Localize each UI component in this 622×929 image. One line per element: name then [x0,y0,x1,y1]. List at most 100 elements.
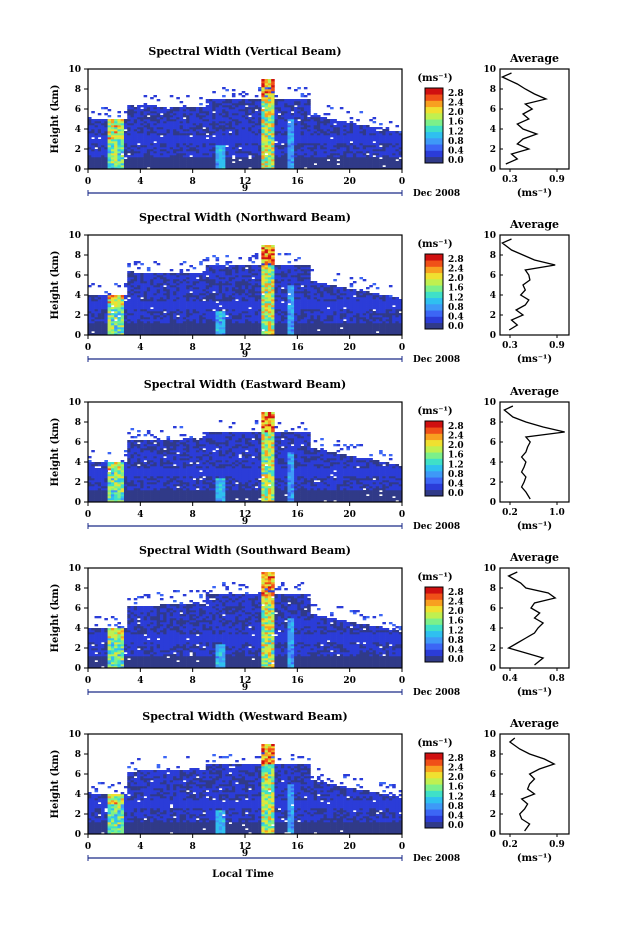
heatmap-cell [241,273,246,276]
heatmap-cell [218,297,223,300]
heatmap-cell [130,331,135,334]
x-tick-label: 12 [239,177,252,187]
heatmap-cell [153,133,157,136]
heatmap-cell [104,145,108,148]
heatmap-cell [258,311,262,314]
heatmap-cell [192,311,197,314]
heatmap-cell [398,137,403,140]
heatmap-cell [215,141,220,144]
heatmap-cell [150,129,154,132]
heatmap-cell [186,157,190,160]
heatmap-cell [140,289,144,292]
heatmap-cell [182,261,187,264]
heatmap-cell [179,313,184,316]
heatmap-cell [199,157,203,160]
heatmap-cell [300,109,305,112]
heatmap-cell [238,283,243,286]
heatmap-cell [238,311,243,314]
heatmap-cell [222,313,226,316]
heatmap-cell [248,123,252,126]
heatmap-cell [146,297,151,300]
heatmap-cell [173,289,177,292]
heatmap-cell [274,273,279,276]
heatmap-cell [218,309,223,312]
heatmap-cell [251,291,256,294]
heatmap-cell [182,321,187,324]
heatmap-cell [218,271,223,274]
heatmap-cell [101,313,105,316]
heatmap-cell [88,285,92,288]
heatmap-cell [280,125,285,128]
heatmap-cell [107,167,112,170]
heatmap-cell [362,159,367,162]
heatmap-cell [202,113,207,116]
heatmap-cell [146,305,151,308]
heatmap-cell [137,119,141,122]
heatmap-cell [199,111,203,114]
heatmap-cell [228,137,233,140]
heatmap-cell [320,147,324,150]
heatmap-cell [303,131,308,134]
heatmap-cell [290,157,295,160]
heatmap-cell [245,139,249,142]
heatmap-cell [140,143,144,146]
heatmap-cell [91,329,95,332]
heatmap-cell [261,101,265,104]
heatmap-cell [251,301,256,304]
heatmap-cell [186,275,190,278]
heatmap-cell [356,167,360,170]
heatmap-cell [110,129,115,132]
heatmap-cell [179,281,184,284]
heatmap-cell [294,117,298,120]
heatmap-cell [241,303,246,306]
heatmap-cell [107,143,112,146]
heatmap-cell [375,145,380,148]
heatmap-cell [241,107,246,110]
heatmap-cell [245,281,249,284]
heatmap-cell [398,163,403,166]
heatmap-cell [261,285,265,288]
heatmap-cell [146,331,151,334]
heatmap-cell [231,117,236,120]
heatmap-cell [303,155,308,158]
heatmap-cell [195,147,200,150]
heatmap-cell [264,249,269,252]
heatmap-cell [271,251,275,254]
heatmap-cell [290,297,295,300]
heatmap-cell [212,325,216,328]
heatmap-cell [241,159,246,162]
heatmap-cell [225,289,229,292]
heatmap-cell [274,299,279,302]
heatmap-cell [123,311,128,314]
heatmap-cell [297,285,301,288]
heatmap-cell [179,153,184,156]
heatmap-cell [294,277,298,280]
heatmap-cell [287,109,292,112]
heatmap-cell [186,115,190,118]
heatmap-cell [245,327,249,330]
heatmap-cell [186,269,190,272]
heatmap-cell [369,157,373,160]
heatmap-cell [195,299,200,302]
heatmap-cell [349,139,354,142]
heatmap-cell [333,147,337,150]
heatmap-cell [94,121,99,124]
heatmap-cell [88,319,92,322]
heatmap-cell [88,145,92,148]
heatmap-cell [163,107,167,110]
heatmap-cell [205,113,210,116]
heatmap-cell [254,321,259,324]
heatmap-cell [280,107,285,110]
heatmap-cell [130,289,135,292]
heatmap-cell [169,143,174,146]
heatmap-cell [388,155,393,158]
heatmap-cell [166,327,171,330]
heatmap-cell [349,155,354,158]
heatmap-cell [153,117,157,120]
heatmap-cell [159,305,164,308]
heatmap-cell [349,121,354,124]
heatmap-cell [280,145,285,148]
heatmap-cell [290,309,295,312]
heatmap-cell [179,271,184,274]
heatmap-cell [300,121,305,124]
